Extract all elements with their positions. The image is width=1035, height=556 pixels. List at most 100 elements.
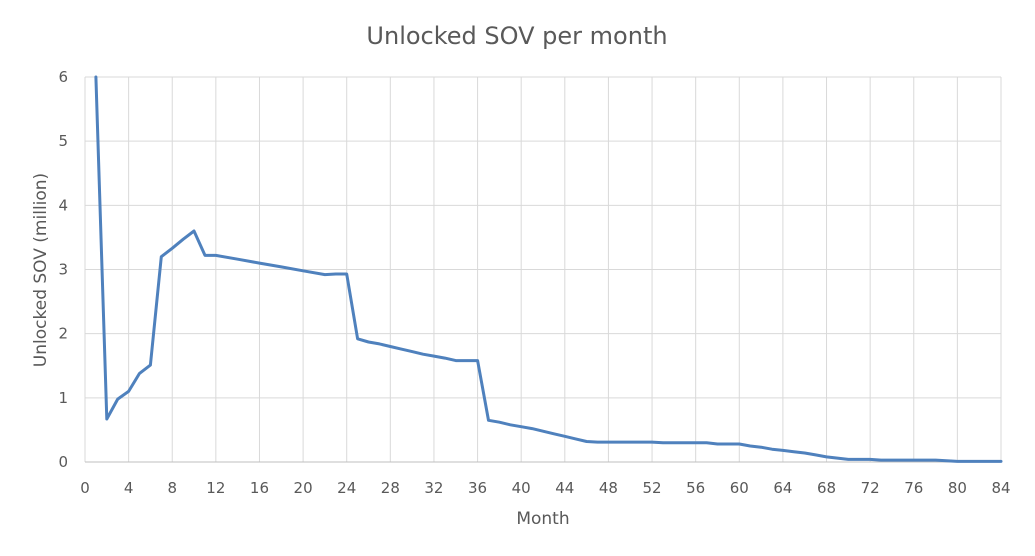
data-point [815, 454, 816, 455]
x-tick-label: 68 [817, 479, 836, 497]
x-tick-label: 16 [250, 479, 269, 497]
x-tick-label: 4 [124, 479, 134, 497]
data-point [662, 442, 663, 443]
data-point [946, 460, 947, 461]
data-point [379, 343, 380, 344]
data-point [772, 449, 773, 450]
data-point [695, 442, 696, 443]
x-tick-label: 44 [555, 479, 574, 497]
x-tick-label: 48 [599, 479, 618, 497]
x-tick-label: 76 [904, 479, 923, 497]
data-point [750, 445, 751, 446]
data-point [412, 351, 413, 352]
data-point [444, 358, 445, 359]
data-point [357, 338, 358, 339]
x-tick-label: 40 [512, 479, 531, 497]
data-point [706, 442, 707, 443]
x-tick-label: 56 [686, 479, 705, 497]
data-point [793, 451, 794, 452]
series-layer [94, 75, 1003, 463]
data-point [848, 459, 849, 460]
x-tick-label: 24 [337, 479, 356, 497]
data-point [324, 274, 325, 275]
data-point [532, 428, 533, 429]
data-point [837, 458, 838, 459]
x-axis-title: Month [516, 509, 569, 529]
data-point [259, 263, 260, 264]
data-point [466, 360, 467, 361]
data-point [1001, 461, 1002, 462]
y-tick-label: 3 [58, 261, 68, 279]
data-point [423, 354, 424, 355]
data-point [957, 461, 958, 462]
data-point [630, 442, 631, 443]
data-point [521, 426, 522, 427]
data-point [597, 442, 598, 443]
data-point [870, 459, 871, 460]
data-point [717, 444, 718, 445]
series-line [94, 75, 1003, 463]
x-tick-label: 84 [991, 479, 1010, 497]
data-point [652, 442, 653, 443]
data-point [510, 424, 511, 425]
x-tick-label: 8 [167, 479, 177, 497]
data-point [106, 419, 107, 420]
gridlines [84, 76, 1002, 463]
y-tick-label: 1 [58, 389, 68, 407]
data-point [390, 346, 391, 347]
data-point [979, 461, 980, 462]
y-tick-label: 2 [58, 325, 68, 343]
data-point [804, 453, 805, 454]
x-tick-label: 72 [861, 479, 880, 497]
axes: 0 4 8 12 16 20 24 28 32 36 40 44 48 52 56 60 64 68 72 76 80 8… [58, 68, 1010, 497]
data-point [401, 349, 402, 350]
data-point [728, 444, 729, 445]
data-point [761, 447, 762, 448]
x-tick-label: 80 [948, 479, 967, 497]
x-tick-label: 36 [468, 479, 487, 497]
data-point [586, 441, 587, 442]
x-tick-label: 0 [80, 479, 90, 497]
data-point [335, 273, 336, 274]
data-point [433, 356, 434, 357]
x-tick-label: 60 [730, 479, 749, 497]
data-point [346, 273, 347, 274]
data-point [161, 256, 162, 257]
data-point [303, 270, 304, 271]
data-point [204, 255, 205, 256]
data-point [477, 360, 478, 361]
data-point [215, 255, 216, 256]
data-point [564, 436, 565, 437]
x-tick-label: 64 [773, 479, 792, 497]
data-point [128, 391, 129, 392]
data-point [150, 365, 151, 366]
data-point [499, 422, 500, 423]
data-point [368, 342, 369, 343]
data-point [237, 259, 238, 260]
chart-title: Unlocked SOV per month [366, 22, 667, 50]
x-tick-label: 32 [424, 479, 443, 497]
data-point [782, 450, 783, 451]
y-axis-title: Unlocked SOV (million) [31, 173, 51, 367]
x-tick-label: 28 [381, 479, 400, 497]
data-point [172, 248, 173, 249]
data-point [881, 460, 882, 461]
data-point [183, 239, 184, 240]
y-tick-label: 5 [58, 132, 68, 150]
data-point [739, 444, 740, 445]
data-point [891, 460, 892, 461]
data-point [281, 266, 282, 267]
data-point [139, 373, 140, 374]
data-point [673, 442, 674, 443]
x-tick-label: 52 [643, 479, 662, 497]
data-point [608, 442, 609, 443]
data-point [913, 460, 914, 461]
data-point [117, 399, 118, 400]
y-tick-label: 4 [58, 196, 68, 214]
data-point [95, 77, 96, 78]
data-point [935, 460, 936, 461]
data-point [575, 438, 576, 439]
data-point [553, 433, 554, 434]
data-point [488, 420, 489, 421]
